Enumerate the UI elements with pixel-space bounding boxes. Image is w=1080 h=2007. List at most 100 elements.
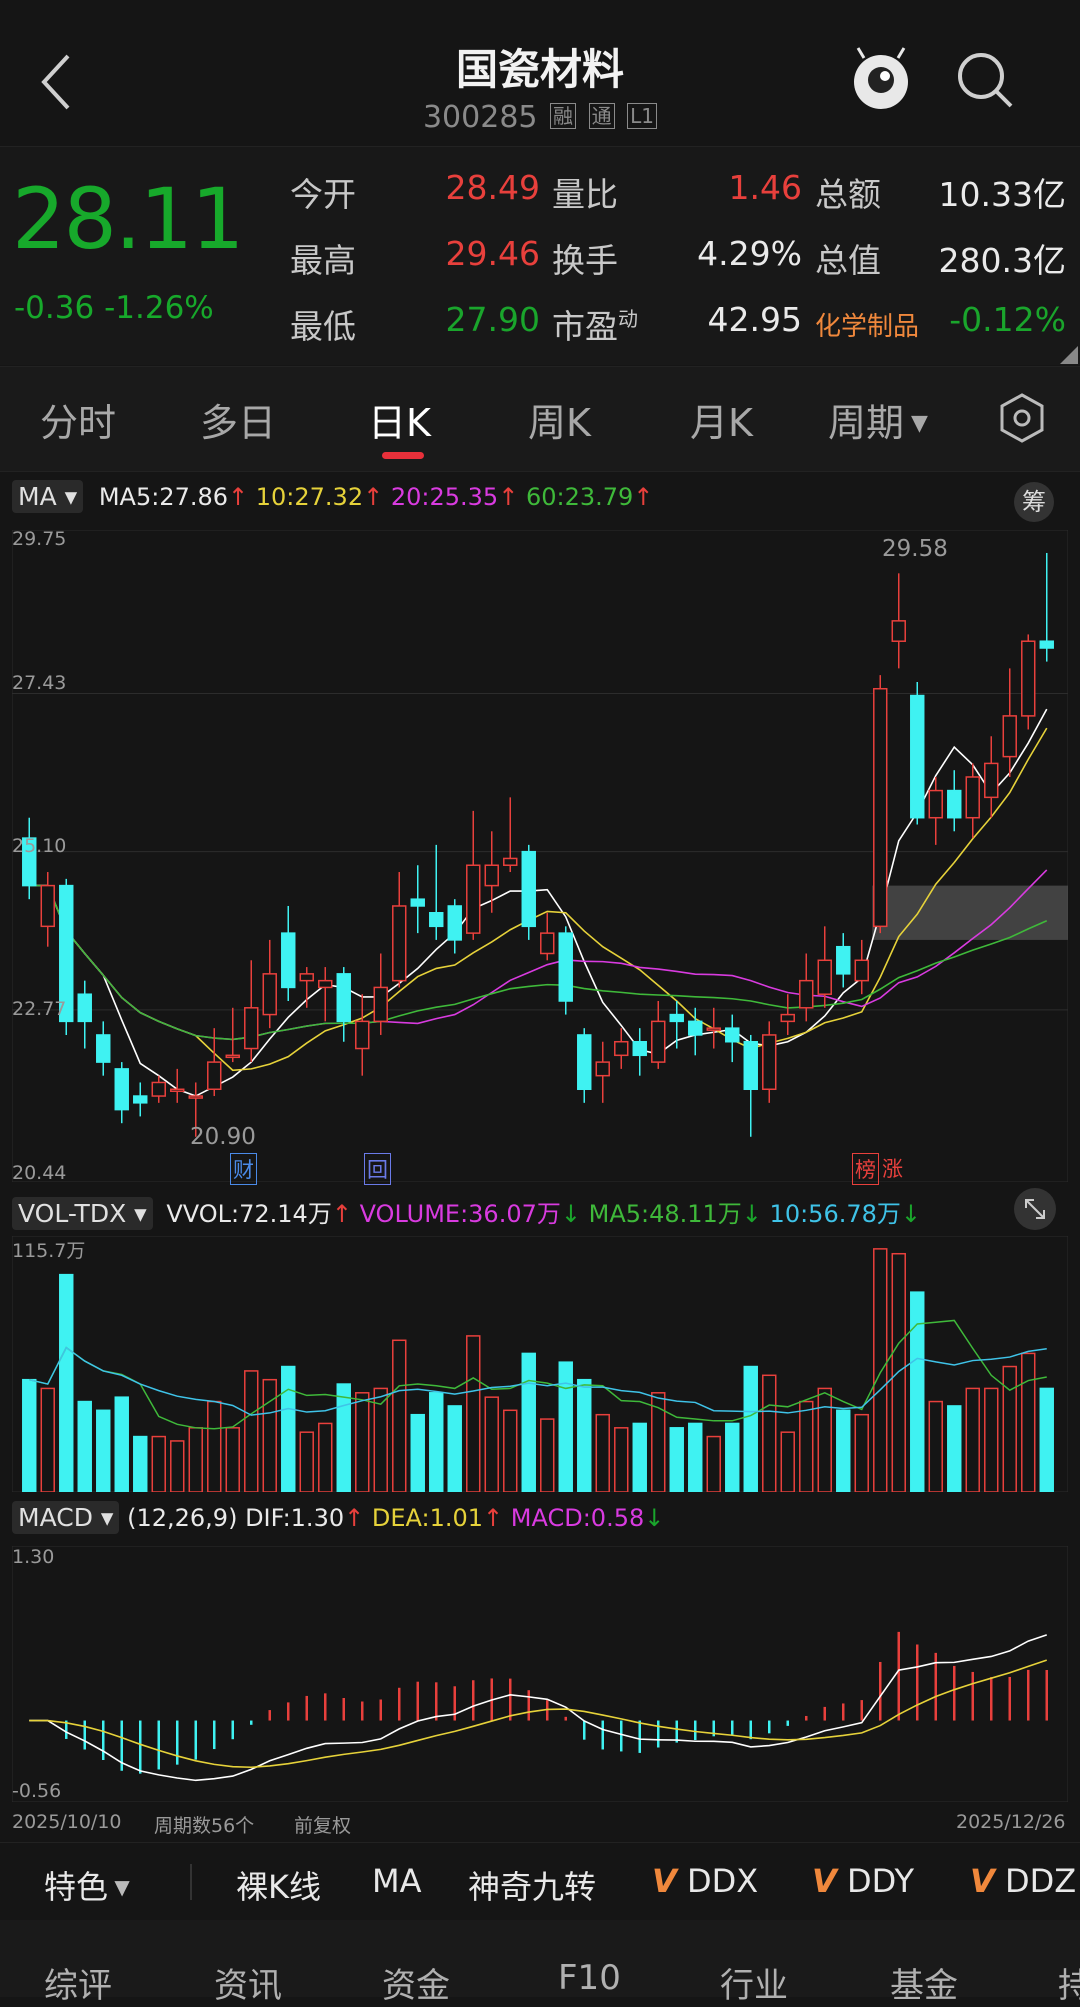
tab-period[interactable]: 周期 ▼ <box>828 392 928 447</box>
marker-rise[interactable]: 涨 <box>882 1157 903 1181</box>
tab-period-label: 周期 <box>828 401 905 445</box>
tab-holdings[interactable]: 持 <box>1058 1966 1080 2006</box>
macd-selector[interactable]: MACD ▾ <box>12 1501 120 1534</box>
vol-selector[interactable]: VOL-TDX ▾ <box>12 1197 153 1230</box>
volume-bar <box>151 1435 166 1492</box>
volume-bar <box>22 1378 37 1492</box>
macd-y-max: 1.30 <box>12 1546 55 1568</box>
marker-finance[interactable]: 财 <box>230 1153 257 1185</box>
candle-body <box>762 1034 777 1091</box>
candle-body <box>947 789 962 819</box>
volume-bar <box>632 1422 647 1492</box>
tab-weekly-k[interactable]: 周K <box>528 401 591 445</box>
candle-body <box>632 1040 647 1057</box>
tab-f10[interactable]: F10 <box>558 1958 621 1998</box>
candle-body <box>817 959 832 995</box>
industry-link[interactable]: 化学制品 <box>815 312 920 342</box>
kline-chart[interactable] <box>12 530 1068 1182</box>
candle-body <box>743 1040 758 1091</box>
last-price: 28.11 <box>12 170 244 268</box>
label-open: 今开 <box>290 175 356 214</box>
chart-frame <box>12 1546 1068 1802</box>
arrow-up-icon: ↑ <box>344 1504 365 1532</box>
volume-bar <box>225 1427 240 1492</box>
volume-bar <box>799 1400 814 1492</box>
mascot-icon[interactable] <box>850 44 912 114</box>
candle-body <box>77 993 92 1023</box>
x-end-date: 2025/12/26 <box>956 1811 1066 1833</box>
change-pct: -1.26% <box>104 290 214 326</box>
tab-intraday[interactable]: 分时 <box>40 401 117 445</box>
marker-buyback[interactable]: 回 <box>364 1153 391 1185</box>
ddy-label: DDY <box>846 1862 915 1900</box>
candle-body <box>133 1095 148 1104</box>
candle-body <box>410 898 425 907</box>
volume-bar <box>743 1365 758 1492</box>
volume-bar <box>59 1273 74 1492</box>
volume-bar <box>77 1400 92 1492</box>
arrow-down-icon: ↓ <box>644 1504 665 1532</box>
tab-multiday[interactable]: 多日 <box>200 401 277 445</box>
label-amount: 总额 <box>815 175 881 214</box>
candle-body <box>188 1095 203 1099</box>
candle-body <box>891 620 906 642</box>
expand-corner-icon[interactable] <box>1060 346 1078 364</box>
y-label-bottom: 20.44 <box>12 1162 67 1184</box>
marker-list[interactable]: 榜 <box>852 1153 879 1185</box>
volume-bar <box>355 1392 370 1492</box>
volume-bar <box>262 1378 277 1492</box>
feature-ddy[interactable]: V DDY <box>812 1862 914 1900</box>
resistance-zone <box>872 885 1068 940</box>
page-title: 国瓷材料 <box>455 45 624 94</box>
candle-body <box>484 864 499 887</box>
volume-bar <box>854 1413 869 1492</box>
label-vol-ratio: 量比 <box>552 175 618 214</box>
volume-bar <box>96 1409 111 1492</box>
candle-body <box>854 959 869 982</box>
candle-body <box>299 973 314 982</box>
candle-body <box>540 932 555 955</box>
arrow-up-icon: ↑ <box>633 483 654 511</box>
feature-dropdown[interactable]: 特色 ▼ <box>44 1862 130 1908</box>
feature-naked-k[interactable]: 裸K线 <box>236 1868 321 1906</box>
tab-industry[interactable]: 行业 <box>720 1966 788 2006</box>
candle-body <box>225 1054 240 1059</box>
tab-daily-k[interactable]: 日K <box>368 401 431 445</box>
volume-chart[interactable] <box>12 1236 1068 1492</box>
feature-magic-nine[interactable]: 神奇九转 <box>468 1868 597 1906</box>
volume-bar <box>614 1427 629 1492</box>
tab-fund[interactable]: 基金 <box>890 1966 958 2006</box>
candle-body <box>1002 715 1017 758</box>
vol-indicator-row: VOL-TDX ▾ VVOL:72.14万↑ VOLUME:36.07万↓ MA… <box>12 1194 921 1230</box>
feature-ddz[interactable]: V DDZ <box>970 1862 1076 1900</box>
feature-bar <box>0 1842 1080 1921</box>
ma-selector[interactable]: MA ▾ <box>12 480 84 513</box>
feature-ddx[interactable]: V DDX <box>652 1862 758 1900</box>
candle-body <box>1039 640 1054 649</box>
label-high: 最高 <box>290 241 356 280</box>
label-turnover: 换手 <box>552 241 618 280</box>
fullscreen-icon[interactable] <box>1014 1188 1056 1230</box>
volume-bar <box>558 1361 573 1492</box>
settings-icon[interactable] <box>998 392 1046 444</box>
tab-overview[interactable]: 综评 <box>44 1966 112 2006</box>
volume-bar <box>521 1352 536 1492</box>
volume-bar <box>891 1252 906 1492</box>
value-vol-ratio: 1.46 <box>728 168 802 207</box>
tab-news[interactable]: 资讯 <box>214 1966 282 2006</box>
tab-monthly-k[interactable]: 月K <box>690 401 753 445</box>
candle-body <box>651 1020 666 1063</box>
volume-bar <box>725 1422 740 1492</box>
vol-selector-label: VOL-TDX <box>18 1199 127 1228</box>
volume-bar <box>947 1405 962 1492</box>
chevron-down-icon: ▼ <box>904 411 928 436</box>
volume-bar <box>133 1435 148 1492</box>
search-icon[interactable] <box>955 50 1015 110</box>
back-icon[interactable] <box>36 50 76 114</box>
candle-body <box>595 1061 610 1077</box>
vol-ma5-line <box>29 1319 1047 1430</box>
tab-funds[interactable]: 资金 <box>382 1966 450 2006</box>
macd-chart[interactable] <box>12 1546 1068 1802</box>
feature-ma[interactable]: MA <box>372 1862 422 1900</box>
chip-distribution-button[interactable]: 筹 <box>1014 482 1054 522</box>
